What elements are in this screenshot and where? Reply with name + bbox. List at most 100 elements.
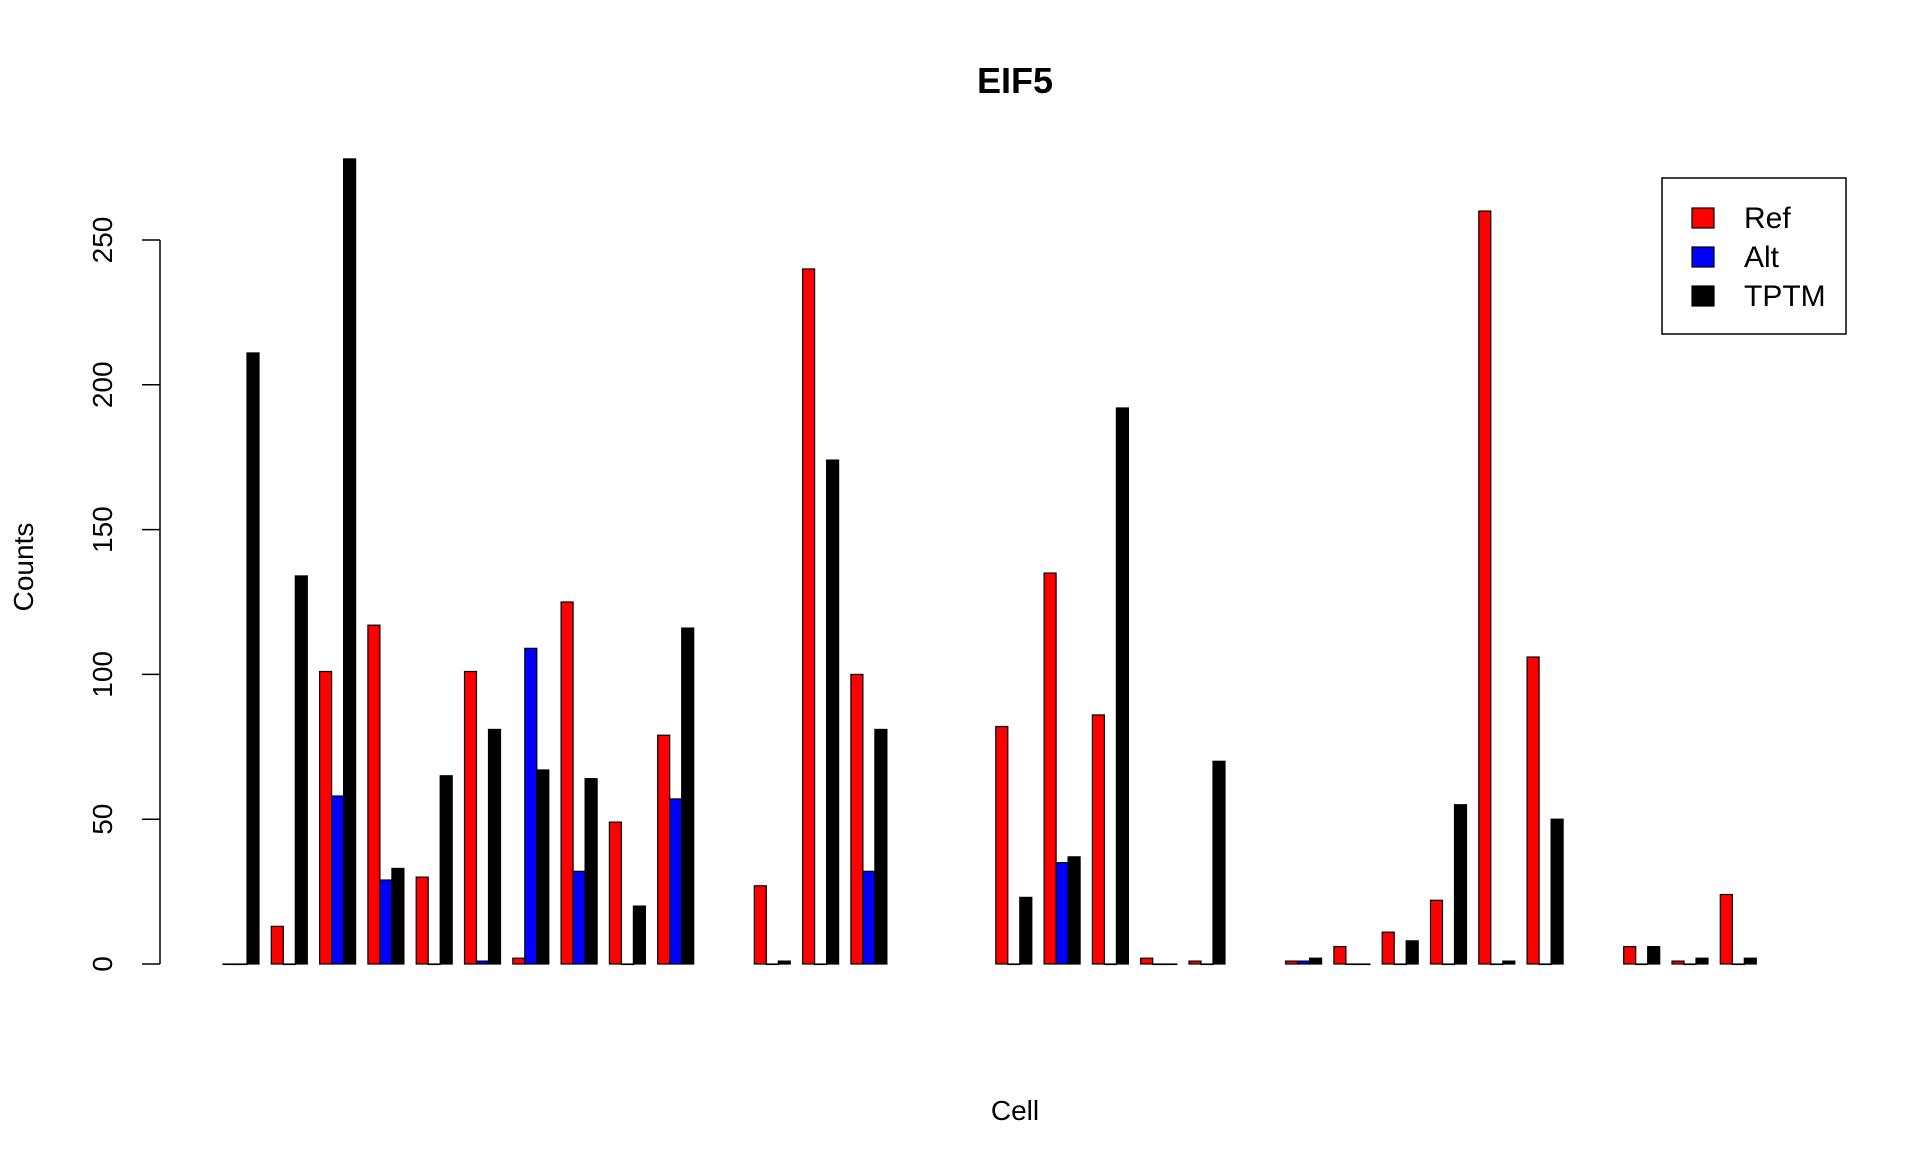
y-tick-label: 150: [87, 506, 118, 553]
bar-tptm: [777, 960, 791, 965]
bar-alt: [862, 870, 876, 965]
bar-tptm: [487, 728, 502, 965]
bar-ref: [1478, 210, 1492, 965]
bar-ref: [850, 673, 864, 965]
y-tick-label: 200: [87, 361, 118, 408]
bar-tptm: [1550, 818, 1564, 965]
bar-tptm: [1308, 957, 1323, 965]
bar-tptm: [681, 627, 695, 965]
bar-alt: [1635, 963, 1649, 966]
bar-ref: [560, 601, 574, 965]
bar-tptm: [1067, 856, 1081, 965]
y-axis-ticks: 0 50 100 150 200 250: [87, 217, 160, 972]
bar-ref: [1333, 946, 1347, 965]
bar-tptm: [1115, 407, 1130, 965]
legend-label-ref: Ref: [1744, 202, 1791, 235]
bar-ref: [463, 670, 478, 965]
bar-tptm: [1453, 804, 1468, 965]
bar-tptm: [391, 867, 405, 965]
bar-ref: [1043, 572, 1057, 965]
bar-alt: [282, 963, 296, 966]
bar-alt: [331, 795, 345, 965]
bar-ref: [657, 734, 671, 965]
bar-ref: [995, 725, 1009, 965]
bar-ref: [512, 957, 526, 965]
bar-ref: [1429, 899, 1444, 965]
y-axis-label: Counts: [8, 523, 39, 612]
y-tick-label: 100: [87, 651, 118, 698]
bars: [222, 158, 1757, 966]
y-tick-label: 250: [87, 217, 118, 264]
bar-ref: [1091, 714, 1106, 965]
bar-tptm: [294, 575, 308, 965]
bar-alt: [524, 647, 538, 965]
bar-ref: [1381, 931, 1395, 965]
bar-tptm: [584, 778, 598, 965]
bar-tptm: [1212, 760, 1226, 965]
bar-ref: [608, 821, 623, 965]
bar-tptm: [825, 459, 840, 965]
bar-tptm: [1743, 957, 1757, 965]
y-tick-label: 50: [87, 804, 118, 835]
bar-tptm: [1164, 963, 1178, 966]
bar-alt: [234, 963, 248, 966]
bar-ref: [319, 670, 333, 965]
legend-label-alt: Alt: [1744, 241, 1780, 274]
bar-ref: [367, 624, 381, 965]
bar-tptm: [1405, 940, 1419, 965]
bar-alt: [1490, 963, 1504, 966]
bar-tptm: [632, 905, 647, 965]
bar-ref: [1284, 960, 1299, 965]
bar-tptm: [439, 775, 453, 965]
bar-alt: [572, 870, 586, 965]
bar-ref: [415, 876, 429, 965]
bar-ref: [801, 268, 816, 965]
bar-alt: [1007, 963, 1021, 966]
bar-alt: [1538, 963, 1552, 966]
chart-title: EIF5: [977, 60, 1053, 101]
x-axis-label: Cell: [991, 1095, 1039, 1126]
bar-alt: [1731, 963, 1745, 966]
bar-ref: [1140, 957, 1154, 965]
bar-ref: [1671, 960, 1685, 965]
bar-alt: [1055, 862, 1069, 965]
bar-tptm: [1647, 946, 1661, 965]
bar-alt: [765, 963, 779, 966]
bar-alt: [379, 879, 393, 965]
bar-alt: [1345, 963, 1359, 966]
bar-alt: [1296, 960, 1311, 965]
bar-alt: [475, 960, 490, 965]
legend-label-tptm: TPTM: [1744, 280, 1826, 313]
bar-ref: [1623, 946, 1637, 965]
bar-alt: [813, 963, 828, 966]
bar-tptm: [246, 352, 260, 965]
legend: Ref Alt TPTM: [1661, 177, 1847, 335]
bar-ref: [753, 885, 767, 965]
bar-alt: [427, 963, 441, 966]
legend-box: [1661, 177, 1847, 335]
bar-tptm: [874, 728, 888, 965]
bar-tptm: [343, 158, 357, 965]
bar-ref: [1719, 893, 1733, 965]
bar-tptm: [1695, 957, 1709, 965]
legend-swatch-alt: [1691, 246, 1715, 268]
bar-alt: [1200, 963, 1214, 966]
legend-swatch-tptm: [1691, 285, 1715, 307]
bar-ref: [222, 963, 236, 966]
bar-tptm: [536, 769, 550, 965]
bar-alt: [1441, 963, 1456, 966]
bar-alt: [1393, 963, 1407, 966]
bar-alt: [669, 798, 683, 965]
y-tick-label: 0: [87, 956, 118, 972]
bar-alt: [620, 963, 635, 966]
bar-alt: [1103, 963, 1118, 966]
bar-tptm: [1357, 963, 1371, 966]
bar-alt: [1152, 963, 1166, 966]
bar-ref: [270, 925, 284, 965]
bar-tptm: [1502, 960, 1516, 965]
bar-ref: [1526, 656, 1540, 965]
bar-alt: [1683, 963, 1697, 966]
legend-swatch-ref: [1691, 207, 1715, 229]
bar-tptm: [1019, 896, 1033, 965]
